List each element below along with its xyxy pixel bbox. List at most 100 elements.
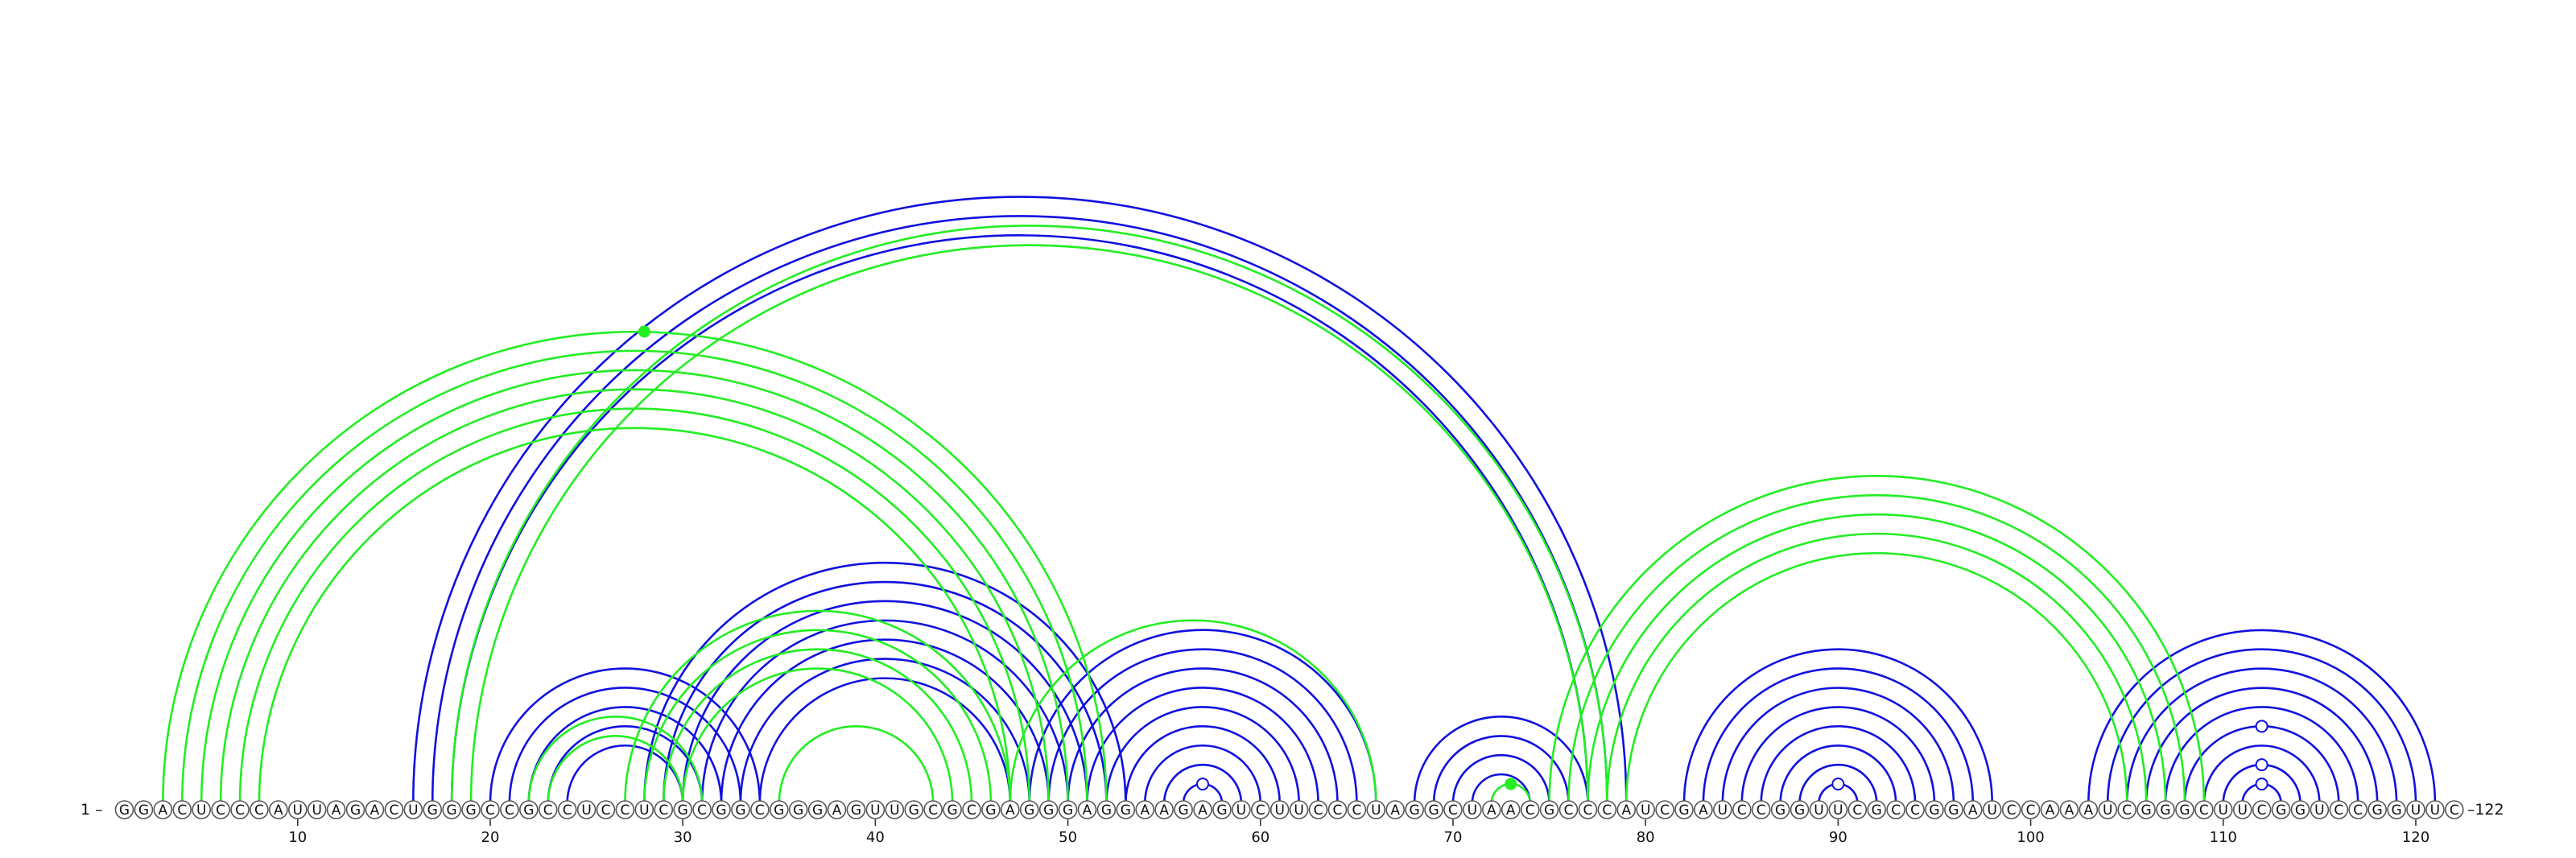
green-arc-35-43	[778, 725, 935, 804]
nucleotide-circle	[1867, 800, 1887, 819]
nucleotide: G	[2136, 800, 2156, 819]
nucleotide-circle	[654, 800, 674, 819]
nucleotide-circle	[1655, 800, 1674, 819]
nucleotide: G	[807, 800, 828, 819]
nucleotide-circle	[2368, 800, 2387, 819]
green-arc-23-30	[547, 735, 684, 804]
nucleotide: G	[114, 800, 134, 819]
nucleotide: C	[1905, 800, 1925, 819]
green-arc-77-107	[1587, 513, 2167, 804]
nucleotide-circle	[1463, 800, 1482, 819]
green-arc-29-45	[662, 648, 973, 804]
nucleotide: C	[2252, 800, 2272, 819]
nucleotide-circle	[1424, 800, 1443, 819]
nucleotide-letter: U	[2411, 802, 2421, 819]
nucleotide-letter: A	[1083, 802, 1092, 819]
nucleotide-circle	[1135, 800, 1155, 819]
blue-arc-21-33	[508, 687, 742, 804]
nucleotide-letter: G	[1121, 802, 1131, 819]
nucleotide-circle	[500, 800, 519, 819]
nucleotide: G	[1058, 800, 1078, 819]
nucleotide-letter: U	[1988, 802, 1997, 819]
nucleotide-letter: A	[274, 802, 283, 819]
nucleotide-letter: C	[1852, 802, 1862, 819]
nucleotide-circle	[211, 800, 230, 819]
nucleotide-circle	[2156, 800, 2175, 819]
nucleotide-circle	[1578, 800, 1598, 819]
nucleotide: U	[1713, 800, 1732, 819]
nucleotide: G	[1212, 800, 1232, 819]
nucleotide-letter: C	[1602, 802, 1612, 819]
nucleotide: A	[2040, 800, 2060, 819]
nucleotide-circle	[1732, 800, 1752, 819]
blue-arc-16-79	[412, 196, 1628, 804]
nucleotide: C	[1732, 800, 1752, 819]
nucleotide: C	[2194, 800, 2214, 819]
nucleotide: C	[557, 800, 577, 819]
nucleotide-circle	[576, 800, 597, 819]
nucleotide: G	[1944, 800, 1963, 819]
nucleotide-circle	[403, 800, 423, 819]
nucleotide-circle	[1154, 800, 1174, 819]
nucleotide-circle	[2445, 800, 2464, 819]
nucleotide: G	[1096, 800, 1117, 819]
nucleotide-circle	[1366, 800, 1386, 819]
nucleotide-circle	[2001, 800, 2021, 819]
nucleotide: U	[192, 800, 211, 819]
green-marker-73	[1505, 778, 1517, 790]
nucleotide-letter: C	[216, 802, 225, 819]
nucleotide-circle	[307, 800, 327, 819]
nucleotide: U	[403, 800, 423, 819]
blue-arc-32-49	[720, 638, 1050, 804]
nucleotide-circle	[1058, 800, 1078, 819]
nucleotide: A	[1501, 800, 1521, 819]
nucleotide-circle	[1963, 800, 1983, 819]
nucleotide-letter: G	[2391, 802, 2401, 819]
tick-label-120: 120	[2402, 829, 2429, 846]
blue-arc-53-61	[1125, 725, 1281, 804]
nucleotide: U	[1809, 800, 1829, 819]
nucleotide: U	[1463, 800, 1482, 819]
nucleotide: C	[1327, 800, 1348, 819]
nucleotide-letter: A	[1005, 802, 1015, 819]
nucleotide: U	[634, 800, 654, 819]
nucleotide: G	[846, 800, 866, 819]
blue-arc-109-115	[2202, 744, 2321, 804]
nucleotide-circle	[1944, 800, 1963, 819]
blue-arc-83-97	[1702, 667, 1975, 804]
nucleotide-letter: U	[1371, 802, 1381, 819]
blue-arc-68-77	[1413, 716, 1589, 804]
nucleotide-letter: A	[1140, 802, 1150, 819]
nucleotide-letter: A	[1699, 802, 1708, 819]
nucleotide: U	[865, 800, 886, 819]
nucleotide-circle	[481, 800, 500, 819]
tick-label-100: 100	[2017, 829, 2044, 846]
nucleotide-circle	[1539, 800, 1559, 819]
nucleotide-circle	[1001, 800, 1020, 819]
nucleotide-circle	[615, 800, 635, 819]
nucleotide: C	[923, 800, 943, 819]
tick-label-90: 90	[1829, 829, 1847, 846]
tick-label-80: 80	[1637, 829, 1655, 846]
nucleotide-circle	[827, 800, 847, 819]
nucleotide-letter: A	[1506, 802, 1516, 819]
blue-arc-82-98	[1682, 648, 1994, 804]
base-pair-arcs	[162, 196, 2437, 804]
nucleotide: A	[827, 800, 847, 819]
nucleotide-letter: A	[1487, 802, 1496, 819]
nucleotide-letter: A	[1968, 802, 1978, 819]
blue-arc-33-48	[739, 658, 1031, 804]
nucleotide-letter: G	[427, 802, 438, 819]
nucleotide-letter: U	[408, 802, 418, 819]
nucleotide: G	[1674, 800, 1694, 819]
nucleotide-letter: U	[1274, 802, 1284, 819]
nucleotide-letter: G	[2276, 802, 2286, 819]
nucleotide: C	[654, 800, 674, 819]
nucleotide-letter: G	[523, 802, 534, 819]
nucleotide-letter: C	[2007, 802, 2017, 819]
nucleotide-letter: A	[832, 802, 842, 819]
nucleotide: A	[1193, 800, 1212, 819]
nucleotide-letter: C	[235, 802, 245, 819]
blue-arc-84-96	[1721, 687, 1955, 804]
nucleotide: C	[1443, 800, 1463, 819]
